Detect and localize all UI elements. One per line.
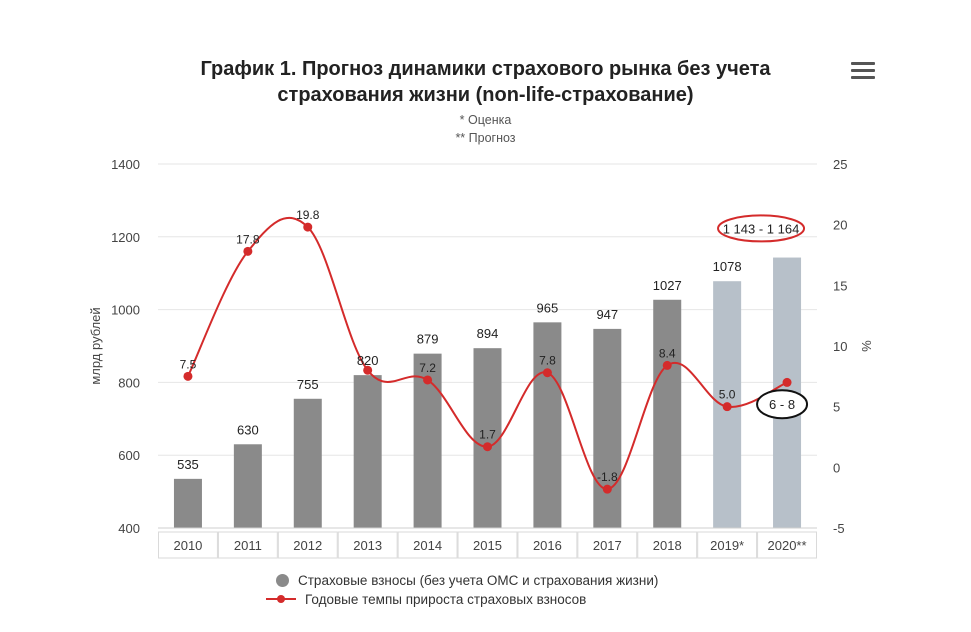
y-right-tick-label: 5: [833, 400, 840, 415]
growth-point: [722, 402, 732, 412]
x-category-box: [457, 531, 518, 559]
bar-value-label: 535: [177, 457, 199, 472]
bar-value-label: 965: [537, 300, 559, 315]
x-category-box: [158, 531, 218, 559]
x-category-box: [637, 531, 698, 559]
growth-line-series: [183, 216, 792, 494]
y-left-tick-label: 800: [118, 375, 140, 390]
bar: [653, 299, 682, 528]
data-labels: 535 630 755 820 879 894 965 947 1027 1078 1 143 - …: [177, 208, 809, 484]
growth-value-label: 7.8: [539, 354, 556, 368]
growth-point: [662, 360, 672, 370]
axes: 400 600 800 1000 1200 1400 -5 0 5 10 15 20 25 млрд ру…: [88, 157, 874, 559]
growth-point: [423, 375, 433, 385]
legend-label-growth: Годовые темпы прироста страховых взносов: [305, 591, 587, 607]
growth-value-label: 8.4: [659, 346, 676, 360]
x-category-box: [337, 531, 398, 559]
y-left-tick-label: 1200: [111, 230, 140, 245]
x-tick-label: 2016: [533, 538, 562, 553]
growth-point: [303, 222, 313, 232]
legend-label-premiums: Страховые взносы (без учета ОМС и страхо…: [298, 572, 659, 588]
bar: [173, 478, 202, 528]
legend-swatch-premiums: [276, 573, 289, 587]
bar-series: [173, 257, 802, 528]
x-tick-label: 2014: [413, 538, 442, 553]
note-estimate: * Оценка: [459, 113, 512, 127]
y-right-tick-label: 0: [833, 460, 840, 475]
growth-point: [183, 371, 193, 381]
y-right-tick-label: -5: [833, 521, 845, 536]
x-category-box: [517, 531, 578, 559]
y-right-axis-label: %: [859, 340, 874, 352]
legend-item-premiums: Страховые взносы (без учета ОМС и страхо…: [276, 571, 658, 589]
bar-value-label: 894: [477, 326, 499, 341]
bar-value-label: 947: [596, 307, 618, 322]
x-category-box: [397, 531, 458, 559]
note-forecast: ** Прогноз: [455, 131, 516, 145]
bar-value-label: 820: [357, 353, 379, 368]
bar: [473, 348, 502, 528]
x-category-box: [577, 531, 638, 559]
x-tick-label: 2020**: [768, 538, 807, 553]
growth-value-label: 19.8: [296, 208, 320, 222]
x-tick-label: 2017: [593, 538, 622, 553]
x-tick-label: 2013: [353, 538, 382, 553]
chart-notes: * Оценка ** Прогноз: [0, 111, 971, 147]
x-category-box: [217, 531, 278, 559]
y-right-tick-label: 20: [833, 218, 847, 233]
y-right-tick-label: 25: [833, 157, 847, 172]
legend-swatch-growth: [266, 595, 296, 603]
growth-value-label: -1.8: [597, 470, 618, 484]
y-right-tick-label: 10: [833, 339, 847, 354]
bar: [593, 328, 622, 528]
chart-title: График 1. Прогноз динамики страхового ры…: [0, 56, 971, 108]
growth-point: [542, 368, 552, 378]
bar-value-label: 1027: [653, 278, 682, 293]
growth-value-label: 6 - 8: [769, 397, 795, 412]
growth-value-label: 17.8: [236, 232, 260, 246]
y-left-tick-label: 1000: [111, 303, 140, 318]
growth-value-label: 7.2: [419, 361, 436, 375]
bar: [533, 322, 562, 528]
bar: [353, 375, 382, 528]
highlight-oval-black: [756, 389, 809, 420]
chart-title-line-1: График 1. Прогноз динамики страхового ры…: [200, 58, 771, 80]
bar-value-label: 755: [297, 377, 319, 392]
chart-title-line-2: страхования жизни (non-life-страхование): [277, 84, 694, 106]
x-category-box: [277, 531, 338, 559]
y-left-tick-label: 1400: [111, 157, 140, 172]
bar: [233, 444, 262, 528]
x-tick-label: 2015: [473, 538, 502, 553]
x-tick-label: 2011: [234, 538, 262, 553]
bar-value-label: 1 143 - 1 164: [723, 221, 800, 236]
growth-value-label: 1.7: [479, 428, 496, 442]
y-right-tick-label: 15: [833, 278, 847, 293]
bar-value-label: 879: [417, 332, 439, 347]
growth-value-label: 5.0: [719, 388, 736, 402]
growth-point: [483, 442, 492, 452]
bar: [293, 398, 322, 528]
growth-point: [782, 377, 792, 387]
growth-point: [602, 484, 612, 494]
growth-point: [363, 365, 373, 375]
x-tick-label: 2012: [293, 538, 322, 553]
highlight-oval-red: [717, 214, 806, 243]
x-category-box: [757, 531, 817, 559]
hamburger-menu-icon[interactable]: [851, 62, 875, 82]
growth-value-label: 7.5: [180, 357, 197, 371]
y-left-tick-label: 400: [118, 521, 140, 536]
y-left-axis-label: млрд рублей: [88, 307, 103, 384]
y-left-tick-label: 600: [118, 448, 140, 463]
x-tick-label: 2019*: [710, 538, 744, 553]
bar-value-label: 630: [237, 422, 259, 437]
growth-point: [243, 246, 253, 256]
legend-item-growth: Годовые темпы прироста страховых взносов: [266, 590, 586, 608]
bar-value-label: 1078: [713, 259, 742, 274]
x-category-box: [697, 531, 758, 559]
x-tick-label: 2010: [173, 538, 202, 553]
x-tick-label: 2018: [653, 538, 682, 553]
